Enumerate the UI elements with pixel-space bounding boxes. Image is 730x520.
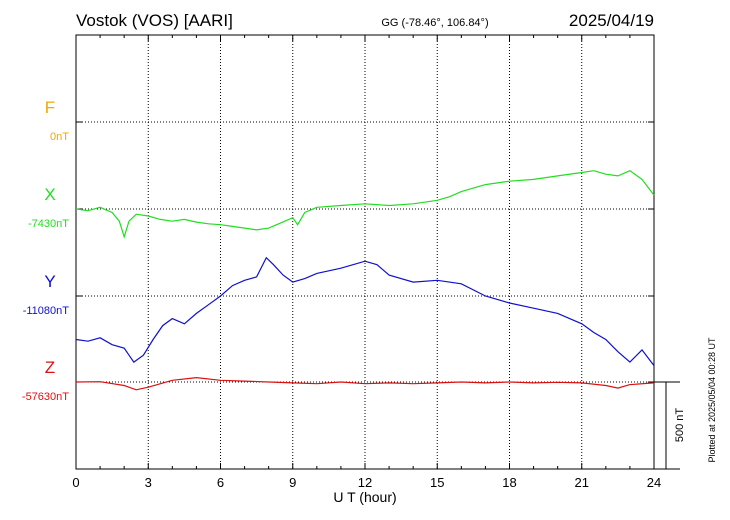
date-label: 2025/04/19	[569, 11, 654, 30]
x-tick-label: 0	[72, 475, 79, 490]
scale-bar-label: 500 nT	[674, 408, 686, 443]
panel-label-F: F	[45, 98, 55, 117]
x-tick-label: 15	[430, 475, 444, 490]
panel-label-X: X	[44, 185, 55, 204]
series-line-Z	[75, 376, 655, 391]
panel-baseline-Z: -57630nT	[22, 391, 69, 403]
panel-labels: F 0nT X -7430nT Y -11080nT Z -57630nT	[22, 98, 69, 403]
x-tick-label: 12	[358, 475, 372, 490]
x-tick-label: 3	[145, 475, 152, 490]
panel-label-Y: Y	[44, 272, 55, 291]
coordinates-label: GG (-78.46°, 106.84°)	[381, 17, 488, 29]
x-tick-label: 18	[502, 475, 516, 490]
x-tick-label: 24	[647, 475, 661, 490]
x-tick-label: 6	[217, 475, 224, 490]
scale-bar: 500 nT	[654, 381, 686, 470]
panel-baseline-Y: -11080nT	[23, 305, 70, 317]
x-tick-label: 21	[575, 475, 589, 490]
series-group	[75, 170, 655, 391]
x-axis-label: U T (hour)	[333, 489, 396, 505]
station-title: Vostok (VOS) [AARI]	[76, 11, 233, 30]
panel-baseline-X: -7430nT	[28, 218, 69, 230]
x-tick-label: 9	[289, 475, 296, 490]
panel-label-Z: Z	[45, 358, 55, 377]
grid	[76, 35, 654, 469]
series-line-X	[75, 170, 655, 239]
series-line-Y	[75, 256, 655, 366]
plotted-at-note: Plotted at 2025/05/04 00:28 UT	[707, 337, 717, 463]
axis-ticks: 0 3 6 9 12 15 18 21 24	[72, 35, 661, 490]
panel-baseline-F: 0nT	[50, 131, 69, 143]
